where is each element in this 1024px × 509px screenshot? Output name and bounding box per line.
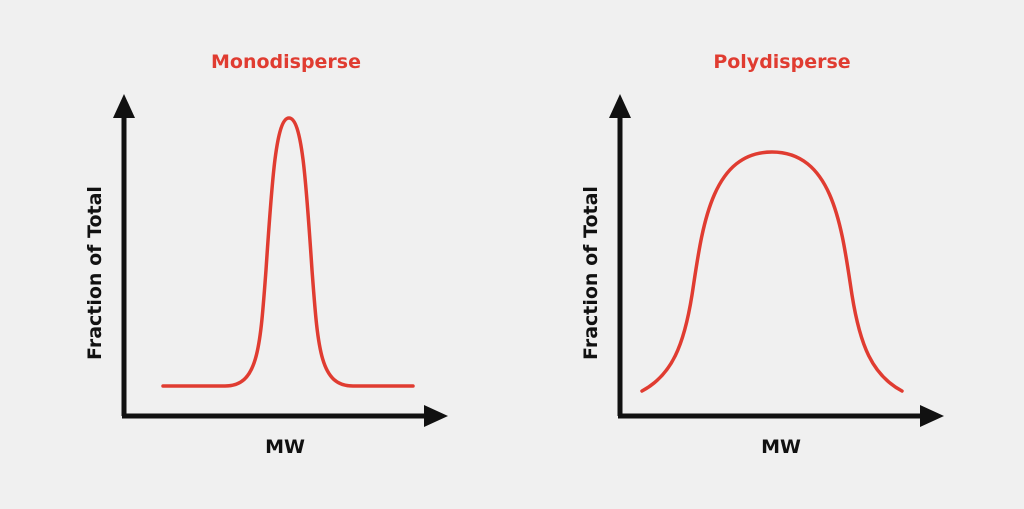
monodisperse-curve <box>161 116 415 388</box>
monodisperse-x-arrow-icon <box>424 405 448 427</box>
polydisperse-panel: Polydisperse Fraction of Total MW <box>496 0 1008 509</box>
monodisperse-x-axis-label: MW <box>265 436 305 458</box>
monodisperse-title: Monodisperse <box>210 51 361 73</box>
monodisperse-graph <box>113 94 448 427</box>
polydisperse-x-arrow-icon <box>920 405 944 427</box>
monodisperse-panel: Monodisperse Fraction of Total MW <box>84 51 448 458</box>
polydisperse-x-axis-label: MW <box>761 436 801 458</box>
monodisperse-axes <box>113 94 448 427</box>
polydisperse-graph <box>609 94 944 427</box>
polydisperse-title: Polydisperse <box>713 51 851 73</box>
polydisperse-curve <box>640 150 904 393</box>
polydisperse-y-arrow-icon <box>609 94 631 118</box>
monodisperse-y-arrow-icon <box>113 94 135 118</box>
polydisperse-axes <box>609 94 944 427</box>
